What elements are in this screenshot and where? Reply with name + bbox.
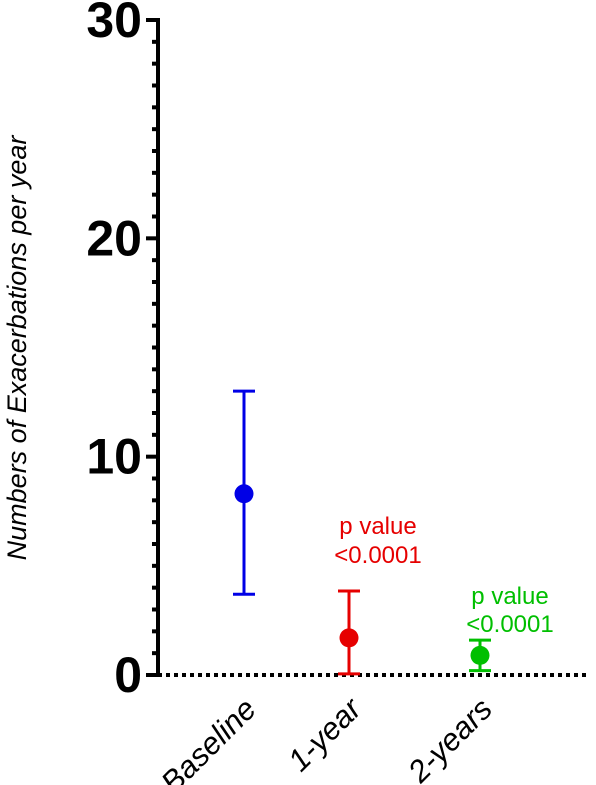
mean-point [470,645,490,665]
category-labels: Baseline 1-year 2-years [154,690,499,785]
p-value-number: <0.0001 [466,611,553,638]
y-axis-title-group: Numbers of Exacerbations per year [2,135,32,561]
y-tick-label: 20 [86,210,142,266]
mean-point [339,628,359,648]
y-tick-label: 10 [86,429,142,485]
y-tick-label: 30 [86,0,142,48]
y-ticks: 0 10 20 30 [86,0,158,703]
x-category-label: 2-years [400,691,499,785]
mean-point [234,484,254,504]
y-axis-title: Numbers of Exacerbations per year [2,135,32,561]
p-value-label: p value [471,583,548,610]
y-tick-label: 0 [114,647,142,703]
axes [156,18,590,677]
x-category-label: 1-year [281,690,369,778]
p-value-number: <0.0001 [334,542,421,569]
x-category-label: Baseline [154,691,263,785]
p-value-label: p value [339,513,416,540]
data-marks [233,389,491,676]
